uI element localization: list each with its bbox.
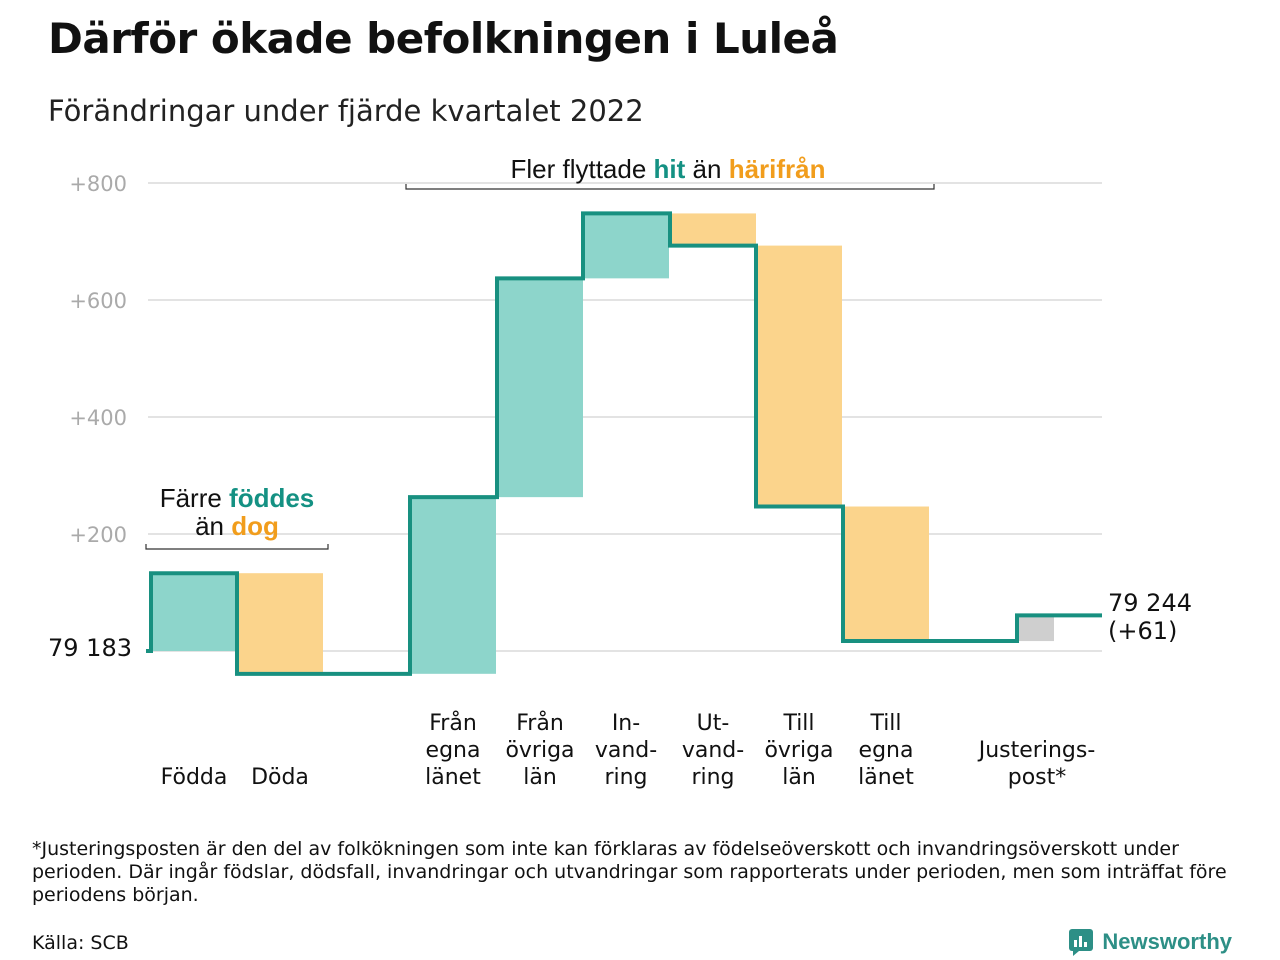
deaths-annotation-text: än xyxy=(195,511,231,541)
births-annotation-highlight: föddes xyxy=(229,483,314,513)
category-label: egna xyxy=(426,738,481,763)
y-tick-label: +200 xyxy=(69,523,127,547)
category-label: ring xyxy=(604,765,647,790)
category-label: län xyxy=(782,765,816,790)
brand-name: Newsworthy xyxy=(1102,929,1232,954)
category-label: Döda xyxy=(251,765,309,790)
category-label: länet xyxy=(425,765,481,790)
births-bracket xyxy=(145,544,329,550)
migration-bracket xyxy=(405,184,935,190)
bar xyxy=(843,506,929,642)
line-layer xyxy=(146,211,1102,676)
category-label: Justerings- xyxy=(977,738,1096,763)
newsworthy-logo-icon xyxy=(1069,929,1094,956)
y-tick-label: +800 xyxy=(69,172,127,196)
bar xyxy=(670,213,756,246)
source-label: Källa: SCB xyxy=(32,932,129,954)
category-label: Från xyxy=(516,710,564,736)
y-tick-label: +400 xyxy=(69,406,127,430)
category-label: In- xyxy=(612,711,640,736)
category-label: övriga xyxy=(764,738,833,763)
bar xyxy=(497,278,583,498)
label-layer: Födda DödaFrånegnalänetFrånövrigalänIn-va… xyxy=(161,710,1096,790)
deaths-annotation-highlight: dog xyxy=(231,511,279,541)
brand-logo: Newsworthy xyxy=(1068,928,1232,956)
svg-text:Fler flyttade hit än härifrån: Fler flyttade hit än härifrån xyxy=(510,154,825,184)
category-label: Till xyxy=(869,711,901,736)
end-change-label: (+61) xyxy=(1108,617,1177,645)
start-value-label: 79 183 xyxy=(48,634,132,662)
category-label: län xyxy=(523,765,557,790)
migration-annotation-than: än xyxy=(685,154,728,184)
births-annotation: Färre föddes än dog xyxy=(145,483,329,550)
bar xyxy=(237,573,323,674)
chart-title: Därför ökade befolkningen i Luleå xyxy=(48,14,839,63)
footnote: *Justeringsposten är den del av folkökni… xyxy=(32,838,1227,906)
svg-text:Färre föddes: Färre föddes xyxy=(160,483,315,513)
category-label: ring xyxy=(691,765,734,790)
category-label: övriga xyxy=(505,738,574,763)
y-tick-label: +600 xyxy=(69,289,127,313)
svg-text:än dog: än dog xyxy=(195,511,279,541)
end-value-label: 79 244 xyxy=(1108,589,1192,617)
bar xyxy=(1017,615,1054,642)
migration-annotation-harifran: härifrån xyxy=(729,154,826,184)
migration-annotation-text: Fler flyttade xyxy=(510,154,653,184)
chart-subtitle: Förändringar under fjärde kvartalet 2022 xyxy=(48,94,644,128)
category-label: Till xyxy=(782,711,814,736)
bar xyxy=(583,213,669,279)
waterfall-chart: +200+400+600+800 Födda DödaFrånegnalänetF… xyxy=(48,154,1192,790)
migration-annotation: Fler flyttade hit än härifrån xyxy=(405,154,935,190)
migration-annotation-hit: hit xyxy=(654,154,686,184)
category-label: post* xyxy=(1008,765,1067,790)
category-label: Från xyxy=(429,710,477,736)
category-label: egna xyxy=(859,738,914,763)
bar xyxy=(410,497,496,674)
category-label: länet xyxy=(858,765,914,790)
category-label: Ut- xyxy=(697,711,730,736)
births-annotation-text: Färre xyxy=(160,483,229,513)
category-label: vand- xyxy=(595,738,657,763)
category-label: vand- xyxy=(682,738,744,763)
bar xyxy=(756,245,842,507)
bar xyxy=(151,573,237,651)
category-label: Födda xyxy=(161,765,228,790)
cumulative-step-line xyxy=(146,211,1102,676)
bar-layer xyxy=(151,213,1054,674)
